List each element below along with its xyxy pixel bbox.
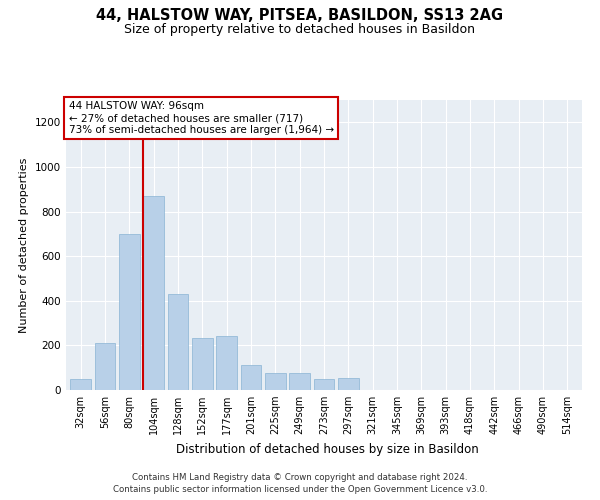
Text: Contains public sector information licensed under the Open Government Licence v3: Contains public sector information licen… bbox=[113, 485, 487, 494]
Bar bbox=[241, 366, 262, 390]
Bar bbox=[95, 343, 115, 390]
Bar bbox=[192, 338, 212, 390]
Text: 44 HALSTOW WAY: 96sqm
← 27% of detached houses are smaller (717)
73% of semi-det: 44 HALSTOW WAY: 96sqm ← 27% of detached … bbox=[68, 102, 334, 134]
Bar bbox=[167, 294, 188, 390]
Bar bbox=[119, 234, 140, 390]
Text: Contains HM Land Registry data © Crown copyright and database right 2024.: Contains HM Land Registry data © Crown c… bbox=[132, 472, 468, 482]
Text: 44, HALSTOW WAY, PITSEA, BASILDON, SS13 2AG: 44, HALSTOW WAY, PITSEA, BASILDON, SS13 … bbox=[97, 8, 503, 22]
Text: Distribution of detached houses by size in Basildon: Distribution of detached houses by size … bbox=[176, 442, 478, 456]
Bar bbox=[143, 196, 164, 390]
Y-axis label: Number of detached properties: Number of detached properties bbox=[19, 158, 29, 332]
Bar bbox=[265, 374, 286, 390]
Text: Size of property relative to detached houses in Basildon: Size of property relative to detached ho… bbox=[125, 22, 476, 36]
Bar bbox=[289, 374, 310, 390]
Bar bbox=[314, 379, 334, 390]
Bar bbox=[70, 379, 91, 390]
Bar bbox=[338, 378, 359, 390]
Bar bbox=[216, 336, 237, 390]
